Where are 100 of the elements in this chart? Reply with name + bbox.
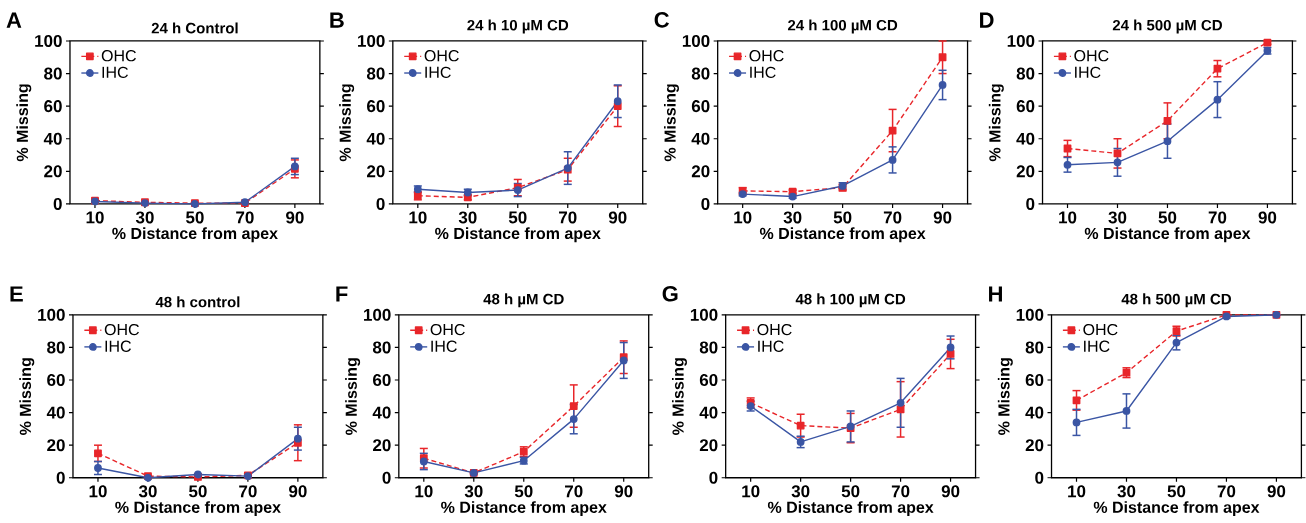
chart-title: 48 h 500 µM CD <box>1121 293 1231 308</box>
y-tick-label: 80 <box>372 341 391 354</box>
x-axis-title: % Distance from apex <box>1093 501 1260 517</box>
x-tick-label: 70 <box>565 485 583 498</box>
y-axis-title: % Missing <box>19 358 35 436</box>
text: E <box>10 286 23 302</box>
x-tick-label: 50 <box>833 211 852 224</box>
x-tick-label: 90 <box>608 211 627 224</box>
y-tick-label: 0 <box>1026 198 1035 211</box>
x-tick-label: 10 <box>409 211 427 224</box>
y-tick-label: 40 <box>1016 132 1035 145</box>
y-tick-label: 20 <box>44 165 62 178</box>
y-tick-label: 60 <box>367 100 385 113</box>
x-tick-label: 90 <box>933 211 952 224</box>
x-axis-title: % Distance from apex <box>115 501 281 517</box>
y-axis-title: % Missing <box>988 84 1004 162</box>
legend-label: OHC <box>101 50 136 62</box>
chart-title: 24 h 500 µM CD <box>1112 19 1222 34</box>
y-tick-label: 80 <box>699 341 718 354</box>
x-tick-label: 70 <box>883 211 902 224</box>
x-axis-title: % Distance from apex <box>112 227 278 243</box>
x-tick-label: 70 <box>236 211 254 224</box>
y-tick-label: 0 <box>382 471 391 484</box>
x-tick-label: 10 <box>1059 211 1077 224</box>
y-tick-label: 40 <box>1025 406 1044 419</box>
x-tick-label: 30 <box>458 211 477 224</box>
x-tick-label: 70 <box>891 485 910 498</box>
y-tick-label: 0 <box>376 198 385 211</box>
x-tick-label: 10 <box>1068 485 1086 498</box>
x-axis-title: % Distance from apex <box>767 501 934 517</box>
x-tick-label: 10 <box>89 485 107 498</box>
y-tick-label: 20 <box>367 165 385 178</box>
y-tick-label: 60 <box>699 374 718 387</box>
y-tick-label: 60 <box>1025 374 1044 387</box>
text: C <box>654 12 669 28</box>
x-tick-label: 10 <box>415 485 433 498</box>
x-tick-label: 90 <box>614 485 633 498</box>
x-tick-label: 10 <box>742 485 760 498</box>
x-tick-label: 30 <box>135 211 154 224</box>
legend-label: IHC <box>1075 66 1101 79</box>
y-tick-label: 100 <box>1007 35 1035 48</box>
y-tick-label: 60 <box>47 374 65 387</box>
y-tick-label: 20 <box>47 439 65 452</box>
x-tick-label: 70 <box>239 485 257 498</box>
y-axis-title: % Missing <box>339 84 355 162</box>
y-tick-label: 20 <box>373 439 391 452</box>
legend-label: IHC <box>750 66 776 79</box>
y-tick-label: 60 <box>373 374 391 387</box>
x-tick-label: 50 <box>508 211 527 224</box>
y-tick-label: 80 <box>47 341 65 354</box>
legend-label: IHC <box>425 66 451 79</box>
x-tick-label: 50 <box>185 211 204 224</box>
text: G <box>662 286 678 302</box>
x-tick-label: 10 <box>734 211 752 224</box>
legend-label: OHC <box>1074 50 1109 62</box>
y-tick-label: 60 <box>691 100 710 113</box>
y-tick-label: 80 <box>1016 67 1035 80</box>
y-tick-label: 100 <box>364 308 391 321</box>
legend-label: IHC <box>758 340 784 353</box>
y-tick-label: 40 <box>43 132 62 145</box>
y-tick-label: 20 <box>1016 165 1035 178</box>
x-tick-label: 90 <box>289 485 307 498</box>
x-tick-label: 90 <box>1258 211 1277 224</box>
y-tick-label: 0 <box>53 198 62 211</box>
x-tick-label: 30 <box>783 211 802 224</box>
chart-title: 24 h Control <box>151 22 238 34</box>
y-tick-label: 20 <box>1025 439 1044 452</box>
chart-title: 48 h 100 µM CD <box>795 293 906 308</box>
x-tick-label: 50 <box>1158 211 1177 224</box>
x-axis-title: % Distance from apex <box>1084 227 1251 243</box>
legend-label: OHC <box>1083 324 1118 336</box>
x-tick-label: 50 <box>188 485 207 498</box>
y-tick-label: 20 <box>699 439 718 452</box>
x-tick-label: 90 <box>1267 485 1286 498</box>
chart-title: 24 h 10 µM CD <box>467 19 569 34</box>
x-tick-label: 50 <box>514 485 533 498</box>
y-tick-label: 40 <box>366 132 385 145</box>
legend-label: OHC <box>757 324 792 336</box>
text: B <box>330 12 344 28</box>
x-tick-label: 30 <box>1117 485 1136 498</box>
x-axis-title: % Distance from apex <box>441 501 607 517</box>
x-tick-label: 30 <box>791 485 810 498</box>
y-tick-label: 80 <box>366 67 385 80</box>
y-tick-label: 0 <box>701 198 710 211</box>
y-tick-label: 60 <box>44 100 62 113</box>
legend-label: IHC <box>102 66 128 79</box>
y-tick-label: 0 <box>56 471 65 484</box>
x-tick-label: 30 <box>464 485 483 498</box>
x-tick-label: 70 <box>1217 485 1236 498</box>
y-tick-label: 40 <box>691 132 710 145</box>
chart-title: 24 h 100 µM CD <box>787 19 898 34</box>
x-tick-label: 30 <box>1108 211 1127 224</box>
y-tick-label: 100 <box>358 35 385 48</box>
y-tick-label: 40 <box>46 406 65 419</box>
x-tick-label: 90 <box>286 211 304 224</box>
y-tick-label: 100 <box>690 308 718 321</box>
legend-label: IHC <box>105 340 131 353</box>
legend-label: OHC <box>749 50 784 62</box>
text: F <box>336 286 348 302</box>
y-tick-label: 100 <box>38 308 65 321</box>
